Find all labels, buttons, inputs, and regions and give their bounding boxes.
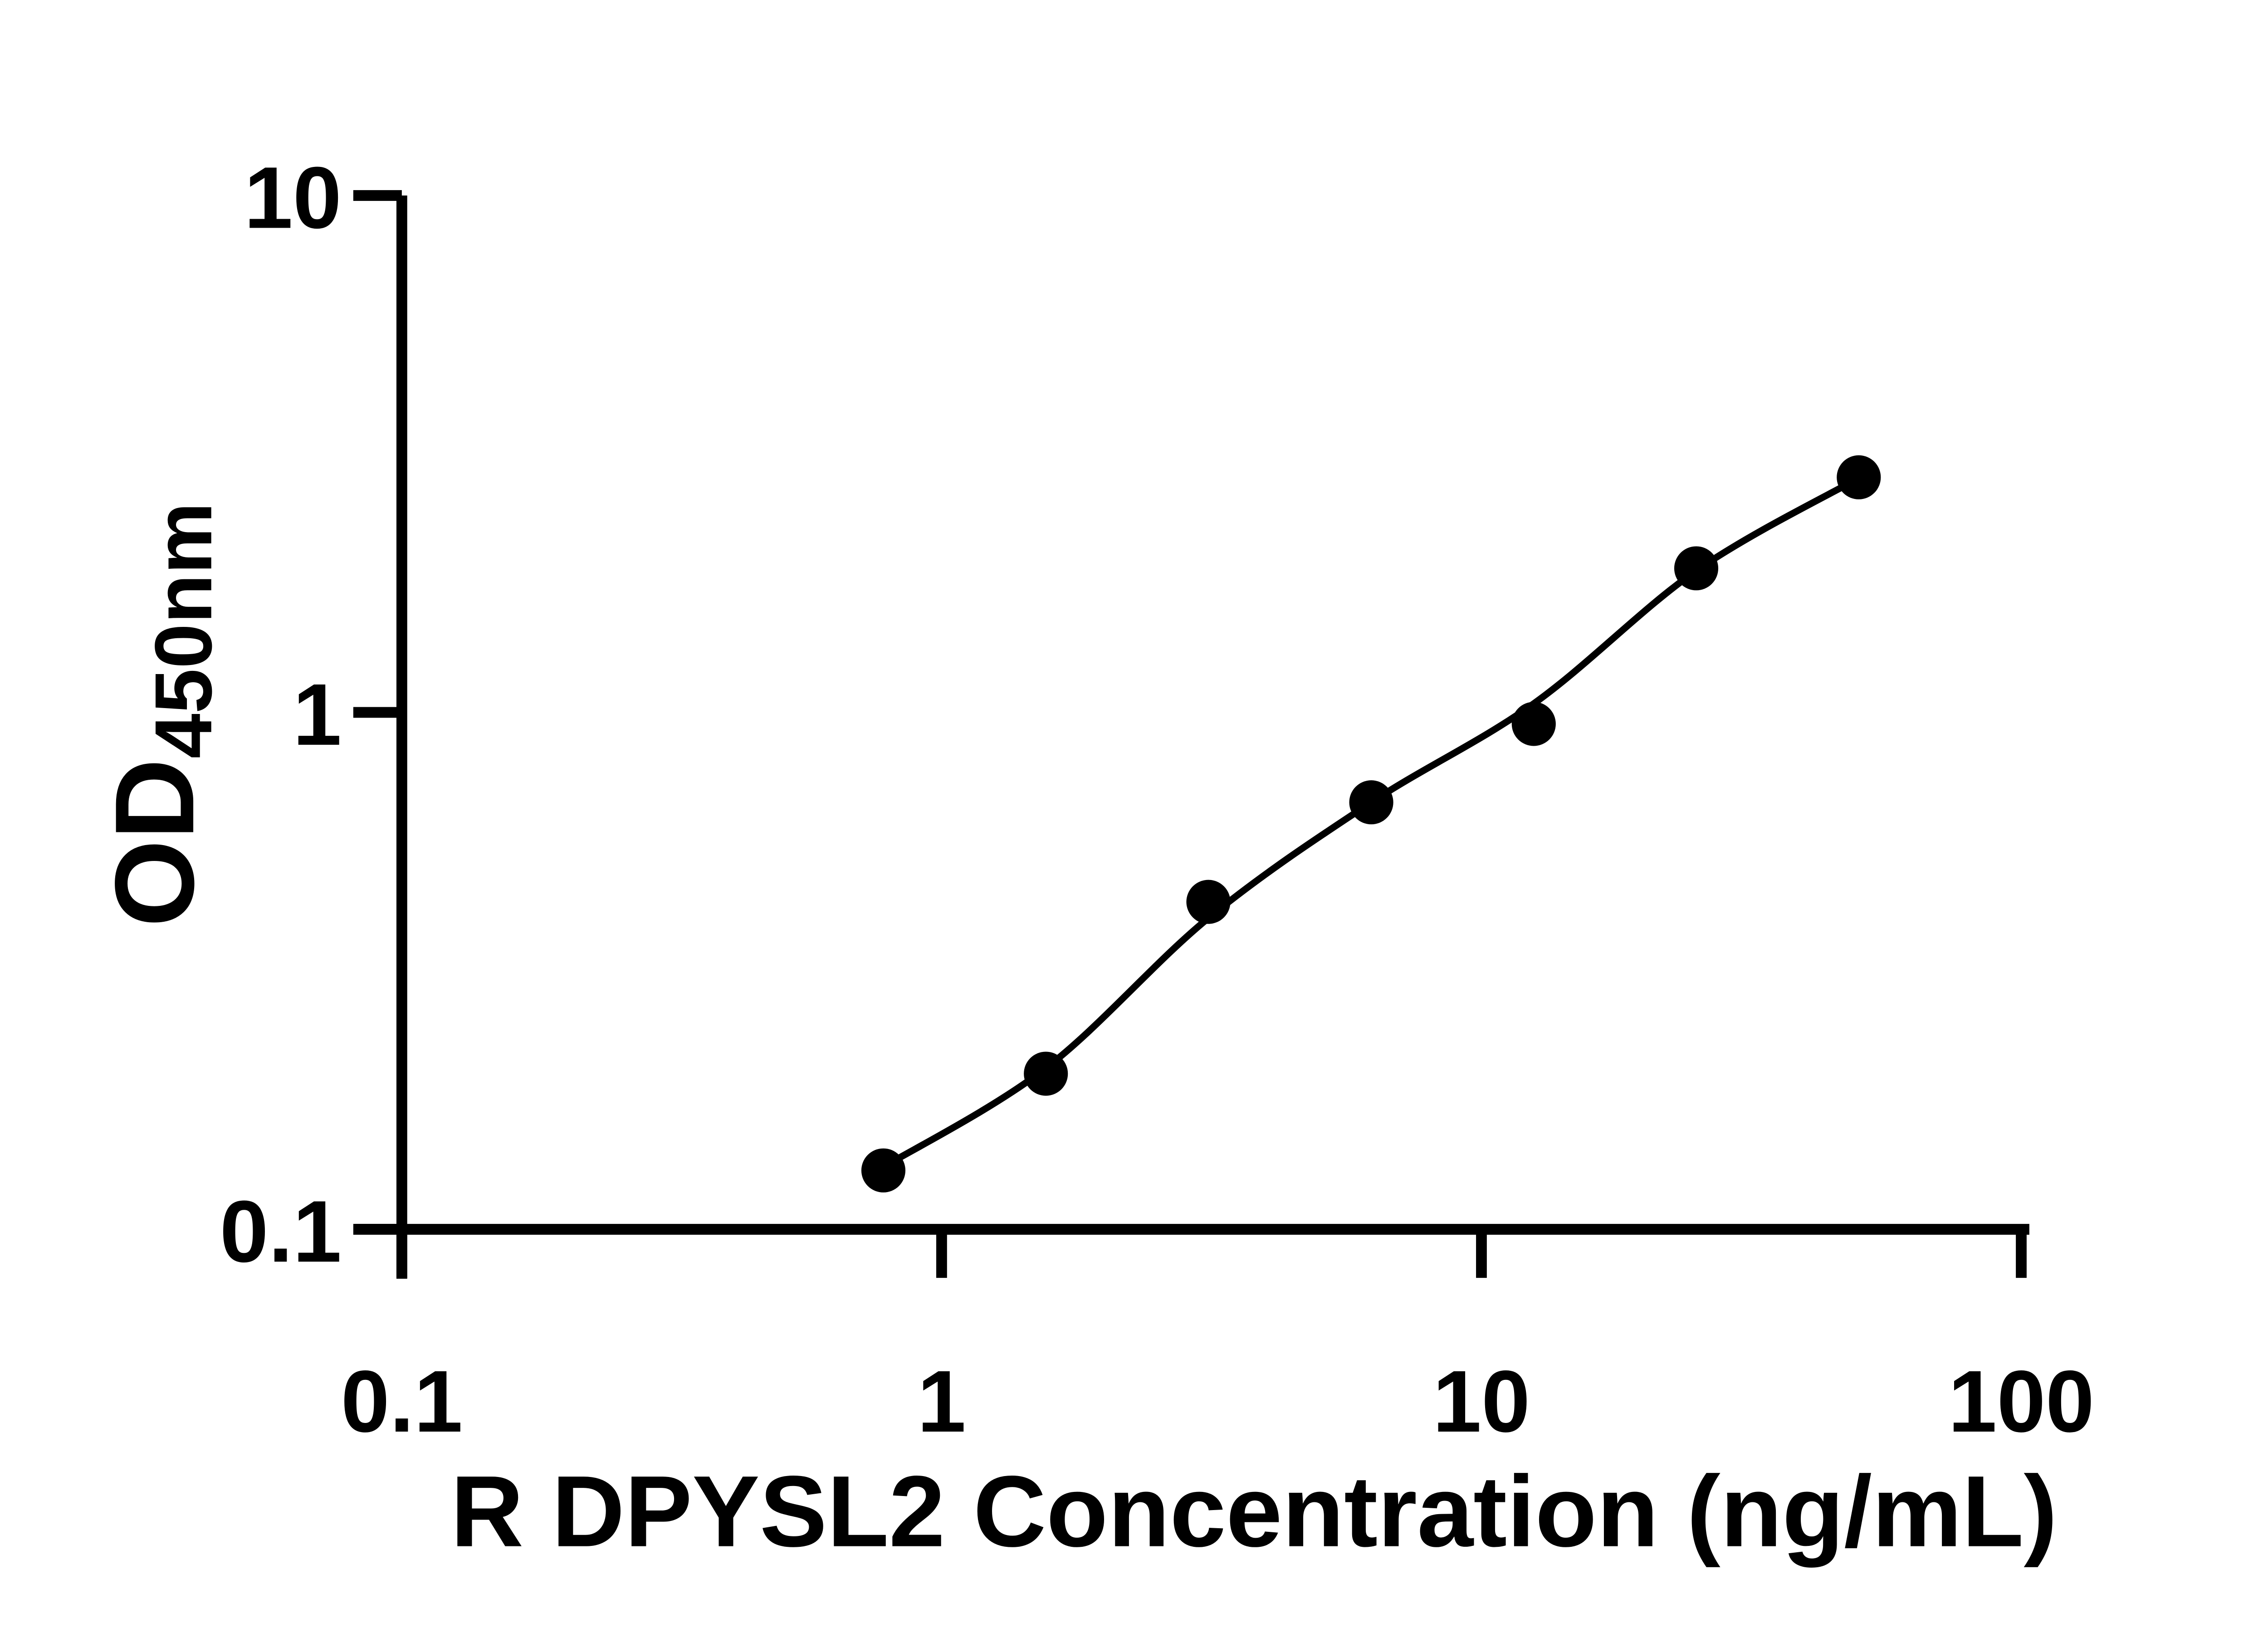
x-axis-ticks (396, 1229, 2027, 1278)
y-axis-title-subscript: 450nm (138, 502, 229, 758)
y-axis-ticks (353, 190, 402, 1235)
y-tick-label: 10 (244, 148, 342, 246)
x-axis-tick-labels: 0.1 1 10 100 (341, 1352, 2095, 1450)
x-tick-label: 0.1 (341, 1352, 463, 1450)
data-point (1837, 455, 1881, 499)
y-tick-label: 0.1 (220, 1182, 342, 1280)
data-point (1349, 780, 1393, 825)
data-point (861, 1148, 906, 1193)
data-points-group (861, 455, 1881, 1193)
data-point (1511, 702, 1556, 746)
x-tick-label: 10 (1432, 1352, 1530, 1450)
data-point (1024, 1051, 1068, 1096)
x-tick-label: 1 (917, 1352, 966, 1450)
y-tick-label: 1 (293, 665, 342, 763)
y-axis-title: OD450nm (92, 502, 229, 927)
data-point (1674, 546, 1719, 591)
x-axis-title: R DPYSL2 Concentration (ng/mL) (450, 1455, 2057, 1568)
data-point (1186, 880, 1231, 924)
y-axis-tick-labels: 10 1 0.1 (220, 148, 342, 1280)
x-tick-label: 100 (1948, 1352, 2094, 1450)
y-axis-title-main: OD (92, 758, 217, 927)
